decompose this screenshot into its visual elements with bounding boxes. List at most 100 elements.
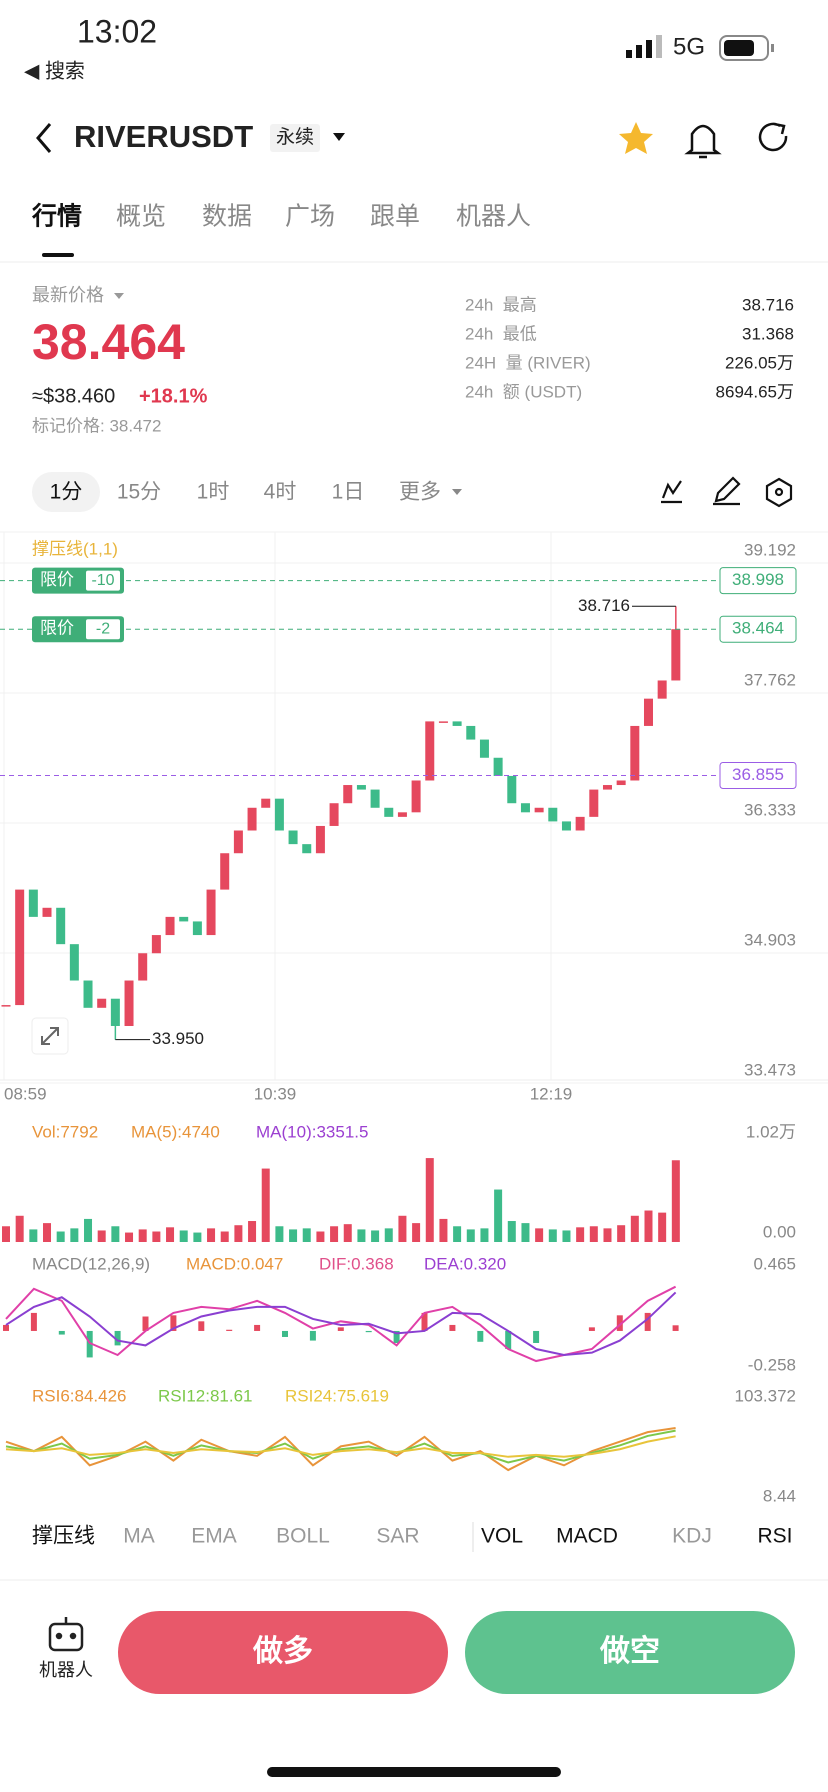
volume-label: Vol:7792: [32, 1122, 98, 1141]
candle: [274, 798, 284, 831]
macd-bar: [309, 1330, 316, 1341]
volume-bar: [70, 1228, 79, 1242]
order-tag-name: 限价: [40, 570, 74, 589]
order-tag-name: 限价: [40, 619, 74, 638]
tab[interactable]: 机器人: [456, 203, 531, 231]
symbol: RIVERUSDT: [74, 119, 253, 154]
y-tick-label: 103.372: [735, 1386, 796, 1405]
rsi-label: RSI12:81.61: [158, 1386, 253, 1405]
volume-bar: [630, 1215, 639, 1242]
volume-bar: [603, 1228, 612, 1242]
indicator-tab[interactable]: EMA: [191, 1525, 237, 1548]
macd-bar: [505, 1330, 512, 1350]
indicator-tab[interactable]: 撑压线: [32, 1525, 95, 1548]
signal: [626, 35, 662, 58]
candle: [261, 798, 271, 808]
rsi-label: RSI24:75.619: [285, 1386, 389, 1405]
candle: [233, 830, 243, 854]
contract-tag[interactable]: 永续: [276, 126, 314, 148]
robot-icon[interactable]: [48, 1617, 84, 1652]
indicator-tab[interactable]: SAR: [376, 1525, 419, 1548]
candle: [42, 907, 52, 917]
x-tick-label: 10:39: [254, 1084, 297, 1103]
tabs: 行情 概览 数据 广场 跟单 机器人: [31, 203, 531, 231]
volume-bar: [343, 1224, 352, 1242]
price-line-box: [719, 567, 797, 595]
indicator-tab[interactable]: KDJ: [672, 1525, 712, 1548]
y-tick-label: 0.00: [763, 1222, 796, 1241]
macd-bar: [644, 1312, 651, 1331]
candle: [179, 916, 189, 922]
order-tag-offset-bg: [86, 570, 120, 591]
volume-bar: [248, 1221, 257, 1242]
back-to-search[interactable]: ◀ 搜索: [24, 59, 85, 82]
more-dropdown[interactable]: [452, 489, 462, 495]
volume-bar: [2, 1226, 10, 1242]
interval[interactable]: 4时: [264, 481, 297, 504]
indicator-tab[interactable]: BOLL: [276, 1525, 330, 1548]
clock: 13:02: [77, 13, 157, 49]
tab[interactable]: 数据: [202, 203, 252, 231]
y-tick-label: 33.473: [744, 1060, 796, 1079]
candle: [397, 812, 407, 817]
macd-bar: [449, 1324, 456, 1331]
y-tick-label: 36.333: [744, 800, 796, 819]
volume-bar: [15, 1215, 24, 1242]
price-line-box: [719, 615, 797, 643]
volume-bar: [562, 1230, 571, 1242]
settings-icon[interactable]: [765, 477, 793, 508]
candle: [411, 780, 421, 813]
macd-bar: [477, 1330, 484, 1342]
indicator-tab[interactable]: MA: [123, 1525, 155, 1548]
candle: [192, 921, 202, 936]
interval[interactable]: 更多: [399, 481, 441, 504]
interval[interactable]: 1日: [332, 481, 365, 504]
indicator-tab[interactable]: RSI: [757, 1525, 792, 1548]
mark-price: 标记价格: 38.472: [32, 416, 161, 435]
volume-bar: [371, 1230, 380, 1242]
volume-bar: [644, 1210, 653, 1242]
interval[interactable]: 15分: [117, 481, 161, 504]
volume-bar: [29, 1229, 38, 1242]
dropdown[interactable]: [333, 133, 345, 141]
macd-bar: [226, 1329, 233, 1331]
tab[interactable]: 广场: [285, 203, 335, 231]
volume-bar: [494, 1189, 503, 1242]
candle: [520, 803, 530, 813]
candle: [1, 1005, 11, 1007]
short-button[interactable]: [465, 1611, 795, 1694]
change: +18.1%: [139, 385, 208, 407]
order-tag-offset: -2: [96, 620, 110, 637]
candle: [288, 830, 298, 845]
indicator-tab[interactable]: MACD: [556, 1525, 618, 1548]
indicator-tabs: 撑压线 MA EMA BOLL SAR VOL MACD KDJ RSI: [32, 1525, 793, 1548]
price-line-label: 36.855: [732, 765, 784, 784]
back-button[interactable]: [36, 123, 52, 153]
indicator-tab[interactable]: VOL: [481, 1525, 523, 1548]
long-button[interactable]: [118, 1611, 448, 1694]
volume-bar: [84, 1218, 93, 1242]
tab[interactable]: 概览: [116, 203, 166, 231]
macd-bar: [393, 1330, 400, 1343]
macd-bar: [616, 1315, 623, 1331]
favorite[interactable]: [619, 122, 653, 154]
draw-icon[interactable]: [713, 476, 741, 506]
settings-dot: [774, 487, 784, 497]
robot-label: 机器人: [39, 1660, 93, 1680]
macd-bar: [142, 1316, 149, 1331]
interval[interactable]: 1分: [50, 481, 83, 504]
alert[interactable]: [684, 124, 722, 159]
order-tag-offset-bg: [86, 619, 120, 640]
y-tick-label: 0.465: [753, 1254, 796, 1273]
price-dropdown[interactable]: [114, 293, 124, 299]
x-tick-label: 08:59: [4, 1084, 47, 1103]
short-label: 做空: [599, 1635, 660, 1668]
network: 5G: [673, 33, 705, 60]
candle: [28, 889, 38, 917]
tab[interactable]: 跟单: [370, 203, 420, 231]
tab[interactable]: 行情: [31, 203, 82, 231]
interval[interactable]: 1时: [197, 481, 230, 504]
indicator-icon[interactable]: [661, 480, 682, 504]
share[interactable]: [758, 122, 788, 152]
